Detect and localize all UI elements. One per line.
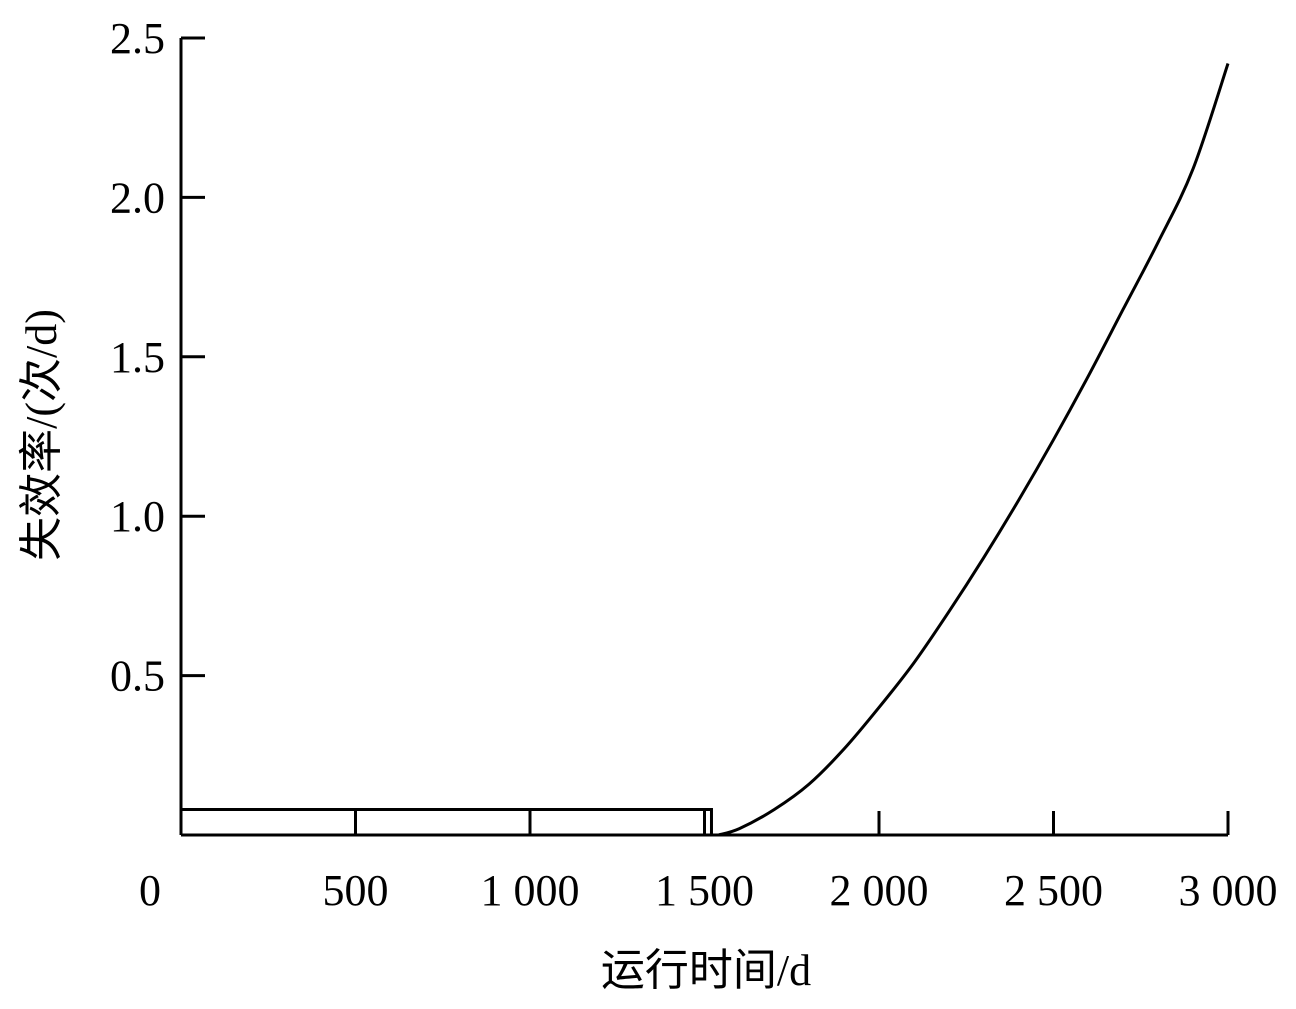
plot-area [181, 63, 1230, 837]
x-tick-label: 500 [323, 866, 389, 915]
series-curve-line [718, 63, 1230, 837]
y-tick-label: 0.5 [110, 652, 165, 701]
x-tick-label: 1 000 [481, 866, 580, 915]
x-tick-label: 1 500 [655, 866, 754, 915]
y-tick-label: 2.5 [110, 14, 165, 63]
axes [179, 38, 1228, 837]
y-axis-label: 失效率/(次/d) [17, 309, 66, 561]
x-tick-label: 2 000 [830, 866, 929, 915]
x-tick-label: 3 000 [1179, 866, 1278, 915]
y-tick-label: 1.5 [110, 333, 165, 382]
x-axis-label: 运行时间/d [601, 946, 811, 995]
series-step-line [181, 807, 713, 835]
x-tick-label: 0 [139, 866, 161, 915]
y-tick-label: 2.0 [110, 173, 165, 222]
y-tick-label: 1.0 [110, 492, 165, 541]
ticks: 0.5 1.0 1.5 2.0 2.5 0 500 1 000 1 500 2 000 2 500 3… [110, 14, 1278, 915]
x-tick-label: 2 500 [1004, 866, 1103, 915]
